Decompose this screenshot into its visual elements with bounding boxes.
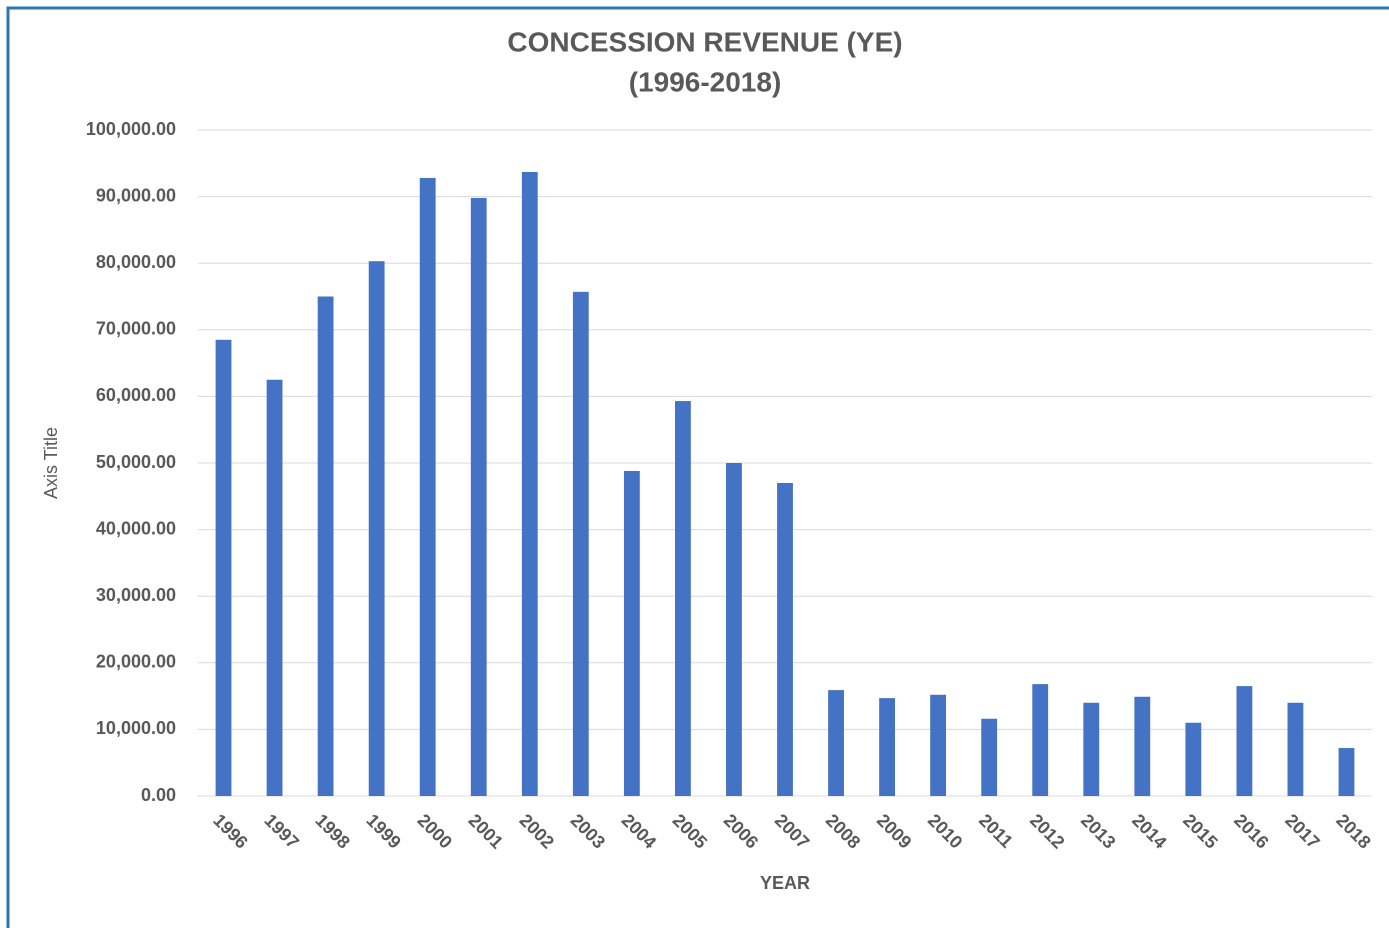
x-tick-label: 2005 — [669, 810, 711, 852]
bar — [368, 261, 385, 796]
y-tick-label: 30,000.00 — [96, 585, 176, 605]
bar — [215, 339, 232, 796]
x-tick-label: 2004 — [618, 810, 660, 852]
x-tick-label: 2011 — [975, 810, 1017, 852]
x-tick-label: 2003 — [567, 810, 609, 852]
chart-subtitle: (1996-2018) — [629, 66, 782, 97]
y-tick-label: 0.00 — [141, 785, 176, 805]
x-tick-label: 2001 — [465, 810, 507, 852]
bar — [572, 291, 589, 796]
y-tick-label: 70,000.00 — [96, 319, 176, 339]
x-tick-label: 2007 — [771, 810, 813, 852]
bar — [726, 463, 742, 796]
y-tick-label: 60,000.00 — [96, 385, 176, 405]
x-tick-label: 2017 — [1281, 810, 1323, 852]
y-tick-label: 90,000.00 — [96, 185, 176, 205]
bar — [879, 698, 895, 796]
x-tick-label: 1999 — [362, 810, 404, 852]
bar — [1185, 722, 1202, 796]
bar — [521, 171, 538, 796]
x-tick-label: 2015 — [1179, 810, 1221, 852]
x-tick-label: 1998 — [311, 810, 353, 852]
bar — [623, 470, 640, 796]
y-tick-label: 80,000.00 — [96, 252, 176, 272]
bar — [1032, 684, 1049, 796]
bar — [930, 694, 947, 796]
x-tick-label: 2016 — [1230, 810, 1272, 852]
x-tick-label: 2009 — [873, 810, 915, 852]
bar — [317, 296, 334, 796]
bar — [419, 177, 436, 796]
x-tick-label: 1997 — [260, 810, 302, 852]
bar — [777, 482, 793, 796]
bar — [675, 401, 691, 796]
x-tick-label: 2014 — [1128, 810, 1170, 852]
x-tick-label: 2012 — [1026, 810, 1068, 852]
x-axis-title: YEAR — [760, 873, 810, 893]
bar — [981, 718, 998, 796]
bar — [266, 379, 283, 796]
bar — [470, 197, 487, 796]
x-tick-label: 2008 — [822, 810, 864, 852]
bar — [1134, 696, 1151, 796]
bar — [1083, 702, 1100, 796]
y-tick-label: 100,000.00 — [86, 119, 176, 139]
y-tick-label: 40,000.00 — [96, 518, 176, 538]
x-tick-label: 2006 — [720, 810, 762, 852]
chart-title: CONCESSION REVENUE (YE) — [507, 26, 902, 57]
x-tick-label: 2013 — [1077, 810, 1119, 852]
x-tick-label: 2000 — [414, 810, 456, 852]
x-tick-label: 1996 — [209, 810, 251, 852]
y-axis-title: Axis Title — [41, 427, 61, 499]
x-tick-label: 2018 — [1332, 810, 1374, 852]
x-tick-label: 2010 — [924, 810, 966, 852]
bar — [828, 690, 844, 796]
y-tick-label: 10,000.00 — [96, 718, 176, 738]
x-tick-label: 2002 — [516, 810, 558, 852]
bar — [1236, 686, 1253, 796]
bar — [1287, 702, 1304, 796]
y-tick-label: 20,000.00 — [96, 652, 176, 672]
y-tick-label: 50,000.00 — [96, 452, 176, 472]
chart-frame — [6, 6, 1389, 928]
bar — [1338, 748, 1355, 796]
